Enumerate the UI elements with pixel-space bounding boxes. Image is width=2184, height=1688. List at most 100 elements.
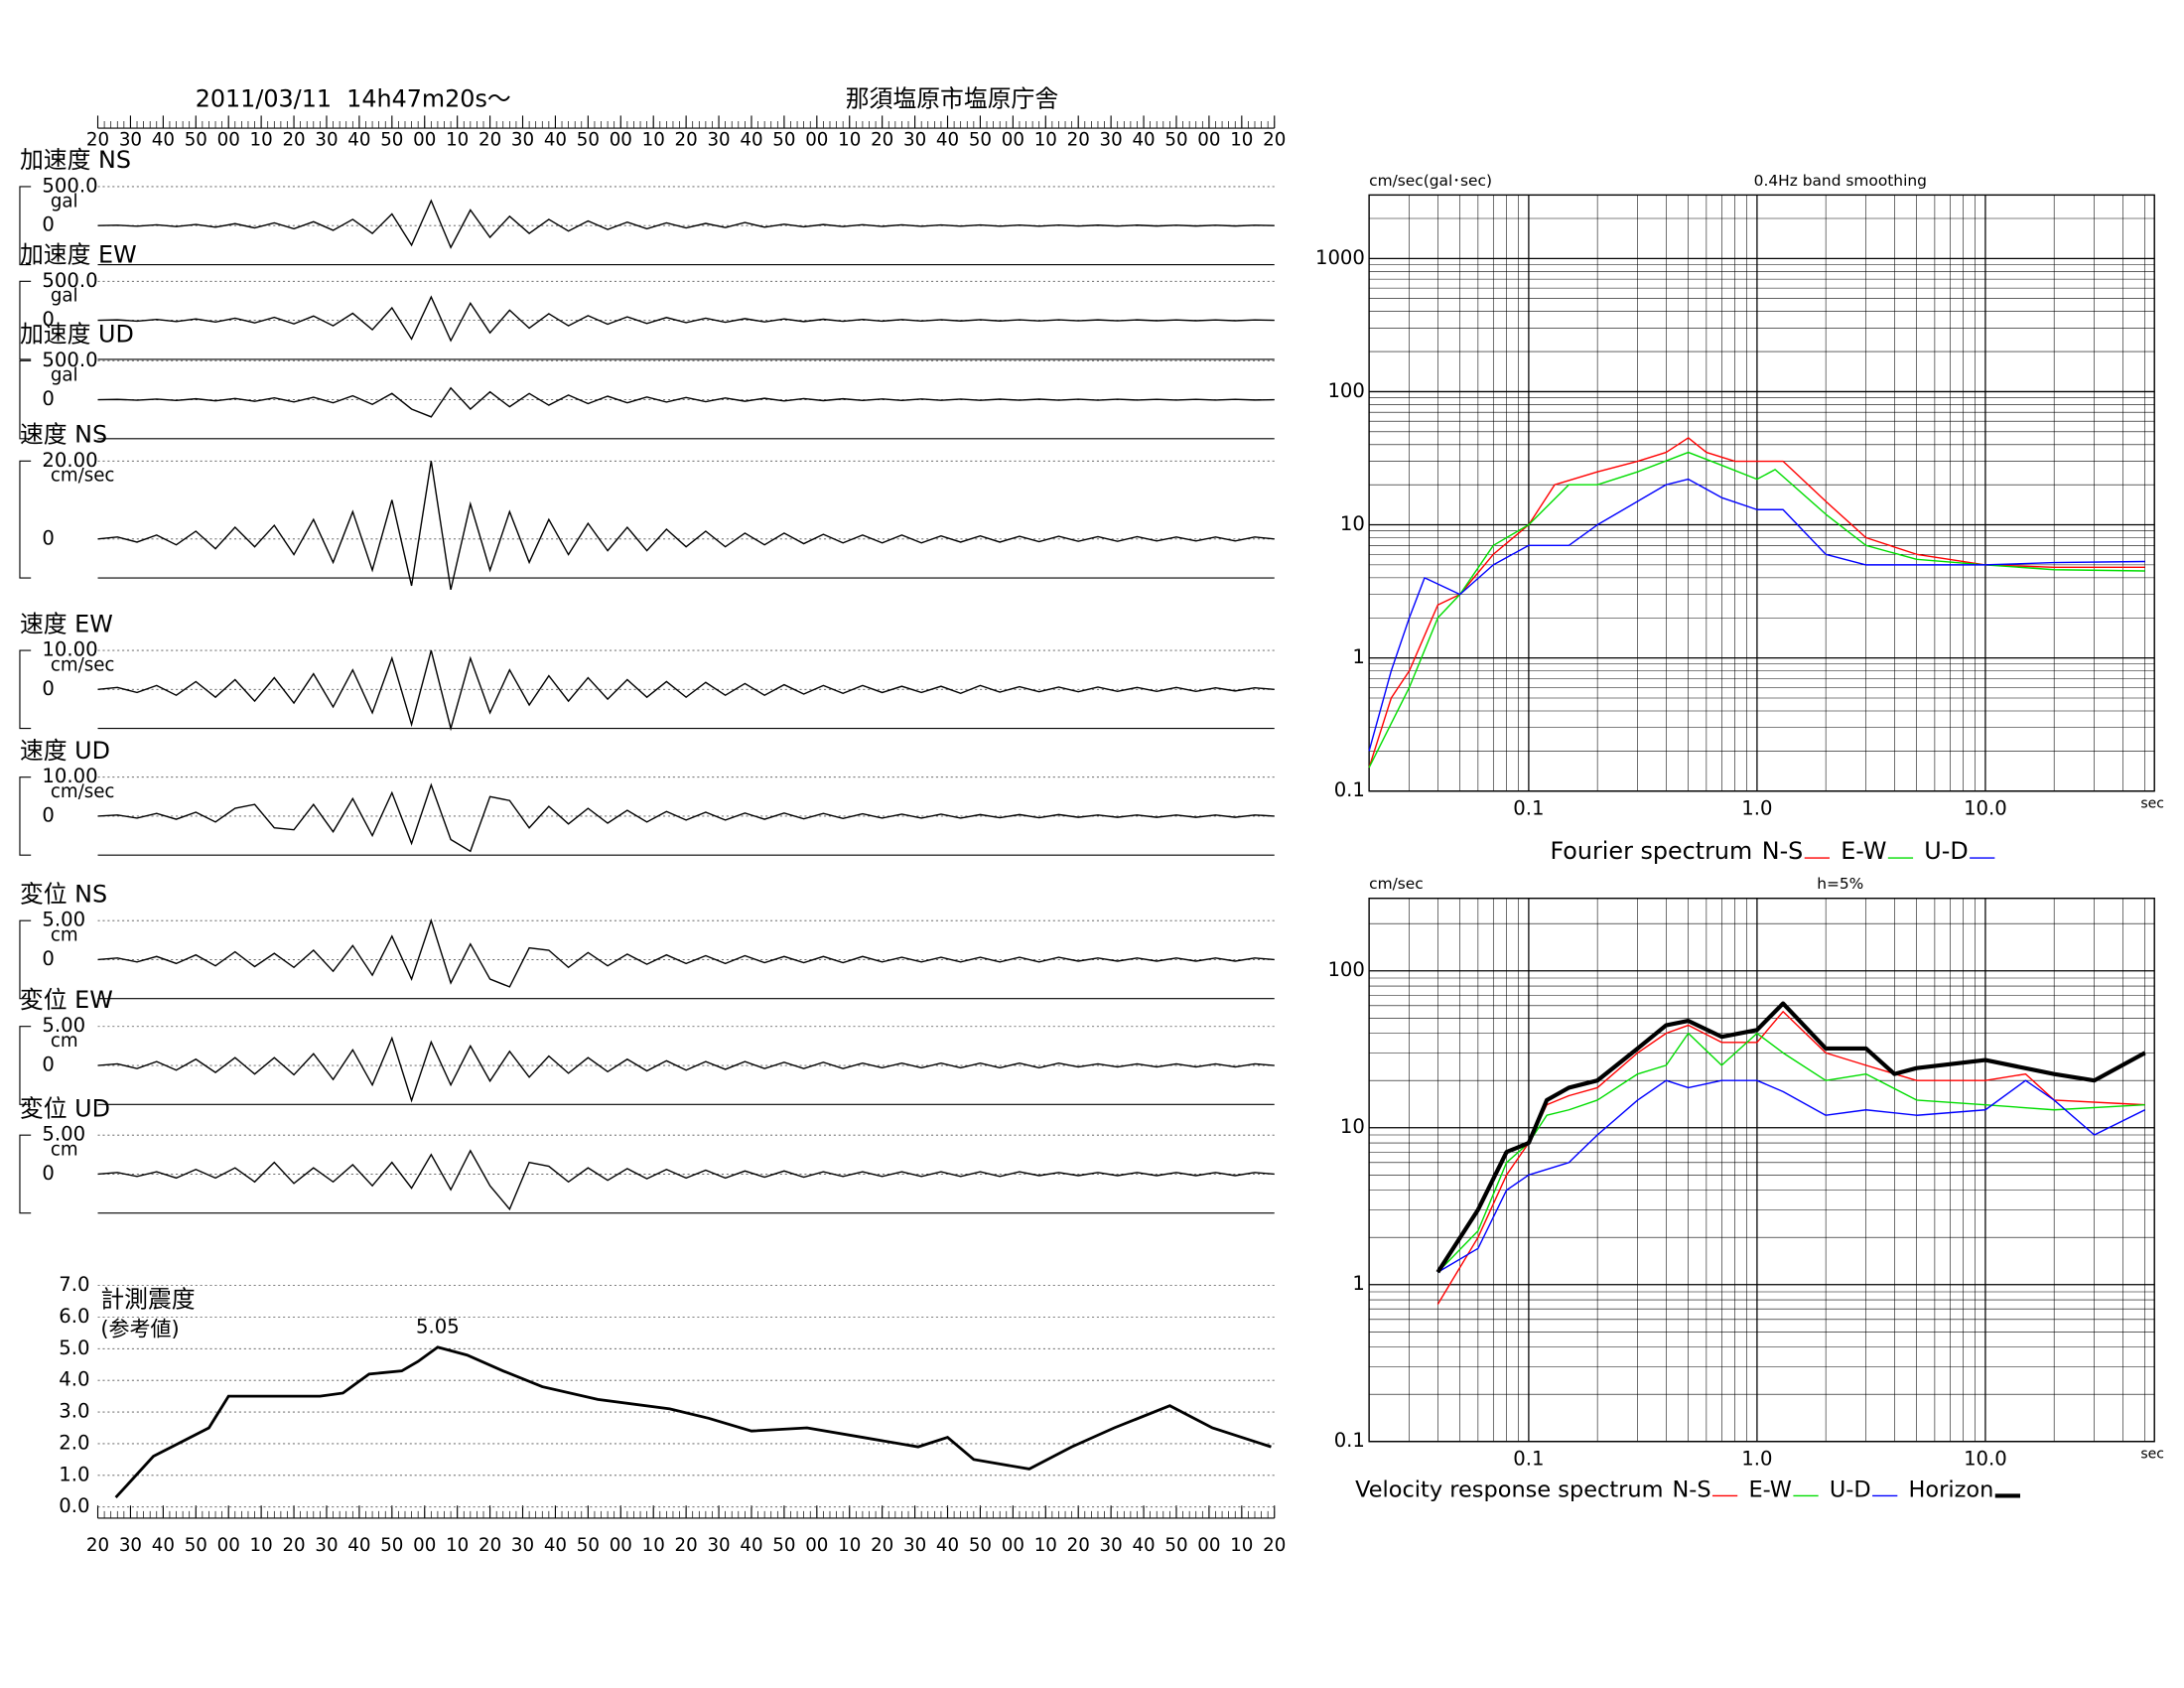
- x-tick-label: 50: [969, 1535, 992, 1556]
- x-tick-label: 40: [740, 1535, 762, 1556]
- trace-unit: cm: [51, 925, 78, 946]
- y-tick-label: 1: [1352, 1272, 1364, 1295]
- y-tick-label: 4.0: [59, 1368, 89, 1391]
- x-tick-label: 50: [772, 1535, 795, 1556]
- x-tick-label: 00: [1002, 1535, 1024, 1556]
- x-tick-label: 10.0: [1964, 1447, 2007, 1470]
- y-tick-label: 10.00: [42, 638, 97, 661]
- x-tick-label: 10: [838, 130, 861, 151]
- trace-label: 速度 UD: [20, 737, 110, 765]
- trace-unit: cm/sec: [51, 781, 115, 802]
- x-tick-label: 20: [282, 1535, 305, 1556]
- x-tick-label: 40: [936, 130, 959, 151]
- x-tick-label: 00: [217, 1535, 240, 1556]
- plot-frame: [1368, 194, 2155, 792]
- x-tick-label: 00: [610, 130, 632, 151]
- x-tick-label: 50: [1164, 130, 1187, 151]
- y-tick-label: 0: [42, 947, 55, 970]
- waveform: [97, 649, 1275, 732]
- x-tick-label: 30: [1100, 130, 1123, 151]
- x-tick-label: 50: [380, 1535, 403, 1556]
- spectrum-line: [1435, 1001, 2146, 1274]
- x-tick-label: 40: [936, 1535, 959, 1556]
- waveform: [97, 917, 1275, 988]
- x-tick-label: 00: [1197, 1535, 1220, 1556]
- chart-title: 0.4Hz band smoothing: [1754, 172, 1927, 190]
- trace-unit: cm: [51, 1140, 78, 1161]
- x-tick-label: 40: [152, 1535, 175, 1556]
- x-tick-label: 20: [478, 1535, 501, 1556]
- trace-bracket: [19, 359, 32, 440]
- legend-label: N-S: [1762, 837, 1804, 865]
- x-tick-label: 40: [740, 130, 762, 151]
- y-tick-label: 2.0: [59, 1431, 89, 1454]
- x-tick-label: 10: [250, 130, 273, 151]
- x-tick-label: 30: [315, 130, 338, 151]
- trace-bracket: [19, 1026, 32, 1105]
- x-tick-label: 00: [1002, 130, 1024, 151]
- x-tick-label: 40: [347, 1535, 370, 1556]
- x-tick-label: 50: [185, 1535, 207, 1556]
- y-tick-label: 5.00: [42, 909, 85, 931]
- y-tick-label: 500.0: [42, 174, 97, 197]
- x-tick-label: 30: [119, 1535, 142, 1556]
- trace-bracket: [19, 649, 32, 730]
- y-tick-label: 0: [42, 526, 55, 549]
- y-tick-label: 10: [1340, 512, 1365, 535]
- waveform: [97, 1149, 1275, 1211]
- x-tick-label: 30: [511, 130, 534, 151]
- y-tick-label: 5.00: [42, 1014, 85, 1037]
- x-tick-label: 00: [413, 130, 436, 151]
- x-tick-label: 10: [1034, 1535, 1057, 1556]
- x-tick-label: 10: [1230, 130, 1253, 151]
- trace-label: 速度 NS: [20, 421, 107, 449]
- y-axis-label: cm/sec: [1369, 875, 1424, 893]
- x-tick-label: 40: [544, 130, 567, 151]
- plot-frame: [1368, 898, 2155, 1443]
- x-tick-label: 00: [805, 1535, 828, 1556]
- trace-unit: gal: [51, 286, 78, 307]
- x-tick-label: 00: [413, 1535, 436, 1556]
- y-axis-label: 計測震度: [100, 1286, 195, 1314]
- y-tick-label: 1000: [1315, 246, 1365, 269]
- x-tick-label: 50: [577, 130, 600, 151]
- x-tick-label: 20: [1067, 1535, 1090, 1556]
- x-tick-label: 30: [315, 1535, 338, 1556]
- x-tick-label: 20: [1263, 130, 1286, 151]
- x-tick-label: 0.1: [1513, 1447, 1544, 1470]
- x-tick-label: 30: [119, 130, 142, 151]
- x-tick-label: 00: [1197, 130, 1220, 151]
- x-tick-label: 20: [86, 130, 109, 151]
- x-tick-label: 1.0: [1741, 1447, 1772, 1470]
- y-tick-label: 0: [42, 803, 55, 826]
- peak-label: 5.05: [416, 1316, 460, 1338]
- x-tick-label: 50: [577, 1535, 600, 1556]
- trace-bracket: [19, 280, 32, 360]
- x-tick-label: 10: [250, 1535, 273, 1556]
- x-tick-label: 00: [217, 130, 240, 151]
- trace-bracket: [19, 1134, 32, 1214]
- spectrum-line: [1368, 478, 2145, 752]
- y-tick-label: 3.0: [59, 1400, 89, 1423]
- x-tick-label: 40: [347, 130, 370, 151]
- legend-title: Velocity response spectrum: [1355, 1477, 1663, 1502]
- y-tick-label: 100: [1327, 379, 1364, 402]
- legend-label: Horizon: [1909, 1477, 1994, 1502]
- x-tick-label: 40: [544, 1535, 567, 1556]
- y-tick-label: 0: [42, 1162, 55, 1185]
- y-tick-label: 1: [1352, 645, 1364, 668]
- record-title: 2011/03/11 14h47m20s〜: [196, 84, 511, 112]
- x-tick-label: 20: [871, 1535, 893, 1556]
- waveform: [97, 295, 1275, 343]
- trace-unit: gal: [51, 191, 78, 211]
- trace-label: 加速度 UD: [20, 321, 134, 349]
- x-tick-label: 10: [642, 130, 665, 151]
- y-tick-label: 0: [42, 677, 55, 700]
- x-tick-label: 30: [707, 130, 730, 151]
- chart-title: h=5%: [1817, 875, 1863, 893]
- spectrum-line: [1436, 1011, 2145, 1305]
- y-tick-label: 20.00: [42, 449, 97, 472]
- waveform: [97, 1036, 1275, 1103]
- y-tick-label: 1.0: [59, 1463, 89, 1485]
- trace-bracket: [19, 186, 32, 266]
